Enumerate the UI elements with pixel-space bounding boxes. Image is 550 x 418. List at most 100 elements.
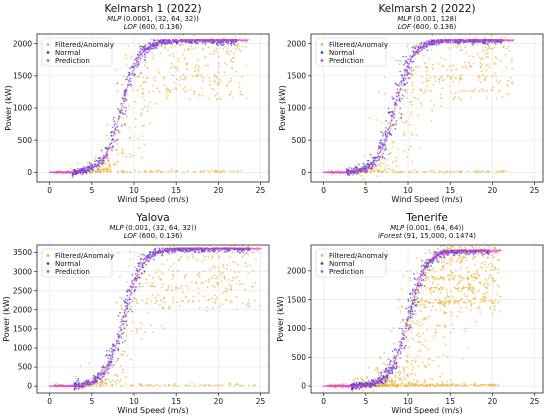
anomaly-point [162,171,164,173]
chart-title: Tenerife [405,212,448,224]
anomaly-point [438,365,440,367]
anomaly-point [117,252,119,254]
normal-point [159,39,161,41]
anomaly-point [410,114,412,116]
prediction-point [117,340,119,342]
anomaly-point [412,161,414,163]
anomaly-point [446,302,448,304]
anomaly-point [399,64,401,66]
normal-point [157,45,159,47]
anomaly-point [223,37,225,39]
anomaly-point [491,313,493,315]
anomaly-point [442,88,444,90]
anomaly-point [147,312,149,314]
anomaly-point [486,97,488,99]
anomaly-point [198,276,200,278]
normal-point [134,74,136,76]
prediction-point [76,385,78,387]
anomaly-point [452,81,454,83]
anomaly-point [132,155,134,157]
prediction-point [110,144,112,146]
anomaly-point [171,169,173,171]
prediction-point [127,84,129,86]
anomaly-point [147,106,149,108]
anomaly-point [229,284,231,286]
anomaly-point [153,85,155,87]
normal-point [435,43,437,45]
anomaly-point [510,77,512,79]
anomaly-point [426,317,428,319]
anomaly-point [145,279,147,281]
anomaly-point [432,84,434,86]
prediction-point [118,335,120,337]
anomaly-point [223,170,225,172]
anomaly-point [75,375,77,377]
anomaly-point [400,115,402,117]
anomaly-point [453,328,455,330]
anomaly-point [506,48,508,50]
prediction-point [114,347,116,349]
anomaly-point [206,310,208,312]
anomaly-point [218,384,220,386]
anomaly-point [138,137,140,139]
normal-point [111,359,113,361]
y-tick-label: 1000 [287,104,306,113]
subtitle-2-model: LOF [124,23,138,31]
anomaly-point [209,385,211,387]
anomaly-point [398,112,400,114]
normal-point [392,124,394,126]
anomaly-point [109,171,111,173]
anomaly-point [226,50,228,52]
anomaly-point [376,175,378,177]
prediction-point [117,338,119,340]
normal-point [207,250,209,252]
anomaly-point [399,374,401,376]
normal-point [124,124,126,126]
anomaly-point [190,45,192,47]
anomaly-point [425,252,427,254]
anomaly-point [235,384,237,386]
anomaly-point [485,287,487,289]
anomaly-point [511,81,513,83]
anomaly-point [479,305,481,307]
anomaly-point [94,159,96,161]
anomaly-point [482,57,484,59]
anomaly-point [230,300,232,302]
anomaly-point [440,286,442,288]
normal-point [162,254,164,256]
normal-point [401,98,403,100]
anomaly-point [216,51,218,53]
anomaly-point [249,305,251,307]
anomaly-point [462,66,464,68]
anomaly-point [185,274,187,276]
y-tick-label: 1500 [287,71,306,80]
anomaly-point [485,56,487,58]
normal-point [462,42,464,44]
anomaly-point [222,264,224,266]
anomaly-point [439,171,441,173]
y-axis-label: Power (kW) [278,85,287,131]
anomaly-point [241,76,243,78]
anomaly-point [426,75,428,77]
anomaly-point [246,46,248,48]
anomaly-point [168,287,170,289]
anomaly-point [189,99,191,101]
normal-point [123,114,125,116]
anomaly-point [230,91,232,93]
prediction-point [109,146,111,148]
anomaly-point [230,60,232,62]
normal-point [221,44,223,46]
normal-point [115,122,117,124]
normal-point [127,289,129,291]
anomaly-point [144,100,146,102]
anomaly-point [491,34,493,36]
anomaly-point [233,385,235,387]
anomaly-point [215,278,217,280]
normal-point [239,252,241,254]
anomaly-point [416,334,418,336]
anomaly-point [450,270,452,272]
anomaly-point [454,96,456,98]
normal-point [121,125,123,127]
anomaly-point [213,89,215,91]
anomaly-point [100,386,102,388]
